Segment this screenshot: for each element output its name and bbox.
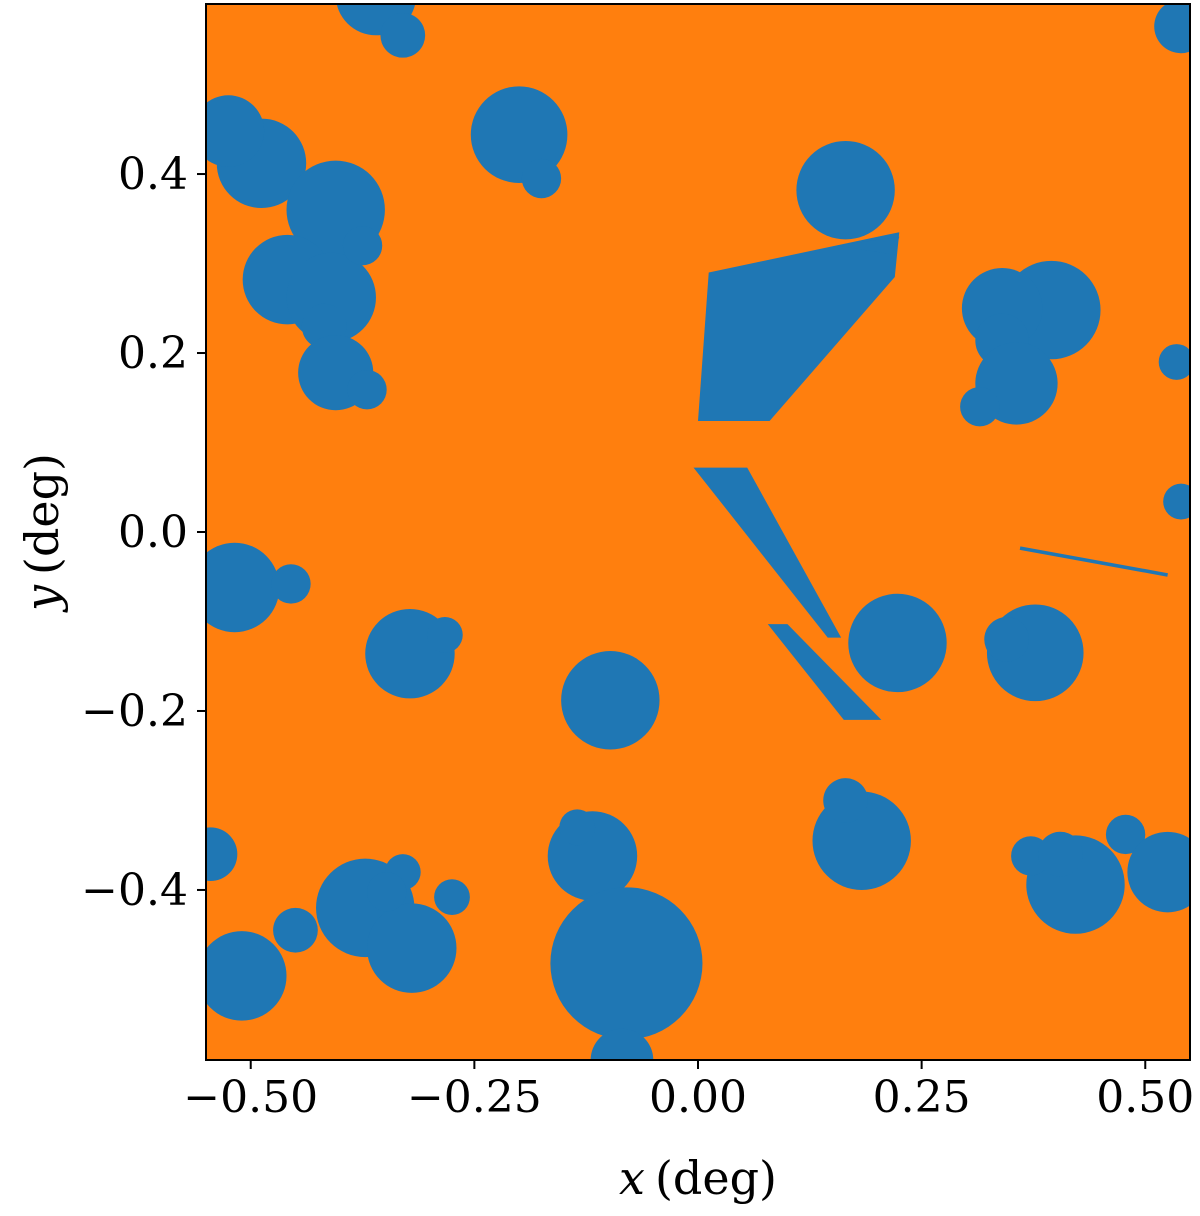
mask-circle-37: [367, 903, 457, 993]
mask-polygon-3: [836, 236, 900, 255]
mask-circle-33: [559, 809, 596, 846]
mask-circle-34: [550, 887, 703, 1040]
plot-area: [206, 4, 1190, 1060]
x-tick-label: 0.50: [1096, 1072, 1194, 1123]
x-tick-label: 0.25: [873, 1072, 971, 1123]
mask-circle-29: [984, 617, 1029, 662]
y-tick-label: 0.0: [118, 507, 188, 558]
x-tick-label: −0.50: [183, 1072, 318, 1123]
y-tick-label: −0.2: [81, 686, 188, 737]
mask-circle-27: [848, 593, 947, 693]
x-axis: −0.50 −0.25 0.00 0.25 0.50: [183, 1060, 1194, 1123]
mask-circle-35: [590, 1028, 654, 1060]
mask-circle-41: [206, 931, 287, 1021]
y-axis: −0.4 −0.2 0.0 0.2 0.4: [81, 149, 206, 916]
y-tick-label: 0.2: [118, 328, 188, 379]
mask-circle-23: [271, 564, 311, 604]
x-axis-label: x (deg): [619, 1151, 777, 1205]
mask-circle-10: [380, 12, 426, 58]
x-tick-label: 0.00: [649, 1072, 747, 1123]
mask-circle-12: [521, 158, 562, 199]
mask-circle-47: [1127, 831, 1190, 913]
mask-circle-21: [1163, 483, 1190, 520]
mask-circle-8: [206, 95, 265, 167]
mask-polygon-0: [698, 232, 900, 422]
y-axis-label: y(deg): [15, 453, 69, 613]
mask-circle-42: [273, 907, 318, 953]
mask-circle-25: [426, 617, 463, 653]
mask-circle-6: [347, 370, 387, 410]
mask-circle-20: [1158, 344, 1190, 380]
mask-circle-11: [470, 86, 568, 183]
masked-regions: [206, 4, 1190, 1060]
mask-circle-18: [960, 387, 1000, 427]
mask-circle-19: [1154, 4, 1190, 54]
y-tick-label: 0.4: [118, 149, 188, 200]
mask-circle-26: [561, 651, 660, 750]
mask-polygon-1: [693, 467, 842, 638]
mask-circle-22: [206, 542, 280, 633]
mask-streak-0: [1019, 546, 1168, 577]
x-tick-label: −0.25: [407, 1072, 542, 1123]
y-tick-label: −0.4: [81, 865, 188, 916]
mask-circle-7: [342, 225, 383, 266]
mask-circle-45: [1037, 831, 1083, 877]
mask-circle-48: [206, 827, 238, 881]
mask-polygon-2: [767, 624, 882, 720]
mask-circle-39: [434, 879, 470, 916]
mask-circle-46: [1105, 814, 1146, 855]
mask-circle-40: [367, 872, 407, 912]
mask-circle-31: [823, 778, 868, 823]
mask-circle-13: [796, 140, 895, 240]
